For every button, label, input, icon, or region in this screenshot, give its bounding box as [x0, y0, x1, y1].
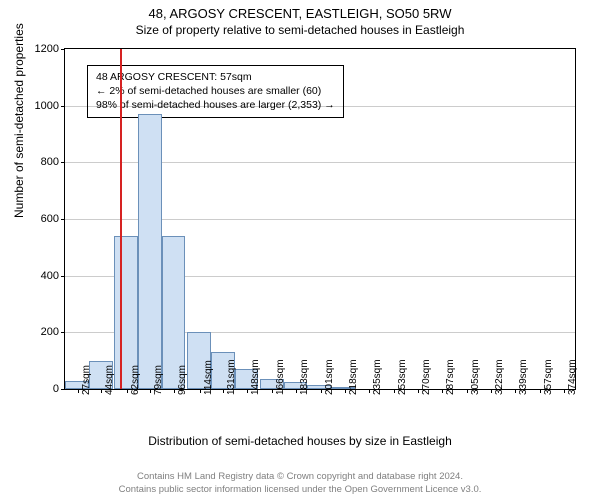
chart-title: 48, ARGOSY CRESCENT, EASTLEIGH, SO50 5RW — [0, 0, 600, 21]
xtick-label: 339sqm — [518, 359, 529, 395]
xtick-label: 27sqm — [81, 365, 92, 395]
xtick-mark — [127, 389, 128, 393]
xtick-mark — [78, 389, 79, 393]
xtick-mark — [418, 389, 419, 393]
y-axis-label: Number of semi-detached properties — [12, 23, 26, 218]
xtick-mark — [223, 389, 224, 393]
chart-subtitle: Size of property relative to semi-detach… — [0, 21, 600, 37]
ytick-label: 1000 — [35, 100, 59, 112]
xtick-label: 62sqm — [130, 365, 141, 395]
xtick-label: 114sqm — [203, 360, 214, 395]
ytick-label: 800 — [41, 156, 59, 168]
xtick-label: 287sqm — [445, 359, 456, 395]
xtick-mark — [345, 389, 346, 393]
xtick-label: 218sqm — [348, 359, 359, 395]
histogram-bar — [138, 114, 162, 389]
xtick-mark — [296, 389, 297, 393]
xtick-label: 44sqm — [104, 365, 115, 395]
annotation-line: ← 2% of semi-detached houses are smaller… — [96, 84, 335, 98]
xtick-mark — [491, 389, 492, 393]
marker-line — [120, 49, 122, 389]
xtick-mark — [200, 389, 201, 393]
xtick-mark — [369, 389, 370, 393]
xtick-mark — [467, 389, 468, 393]
ytick-label: 0 — [53, 383, 59, 395]
xtick-mark — [564, 389, 565, 393]
ytick-mark — [61, 332, 65, 333]
ytick-label: 1200 — [35, 43, 59, 55]
ytick-mark — [61, 219, 65, 220]
xtick-mark — [101, 389, 102, 393]
footer-line: Contains public sector information licen… — [0, 484, 600, 496]
ytick-mark — [61, 389, 65, 390]
xtick-mark — [174, 389, 175, 393]
xtick-label: 166sqm — [275, 359, 286, 395]
xtick-mark — [394, 389, 395, 393]
annotation-box: 48 ARGOSY CRESCENT: 57sqm ← 2% of semi-d… — [87, 65, 344, 118]
ytick-label: 200 — [41, 326, 59, 338]
xtick-label: 148sqm — [250, 359, 261, 395]
ytick-label: 400 — [41, 270, 59, 282]
xtick-mark — [150, 389, 151, 393]
xtick-label: 305sqm — [470, 359, 481, 395]
xtick-mark — [540, 389, 541, 393]
footer-line: Contains HM Land Registry data © Crown c… — [0, 471, 600, 483]
xtick-mark — [247, 389, 248, 393]
ytick-mark — [61, 49, 65, 50]
xtick-label: 79sqm — [153, 365, 164, 395]
ytick-mark — [61, 162, 65, 163]
plot-area: 48 ARGOSY CRESCENT: 57sqm ← 2% of semi-d… — [64, 48, 576, 390]
ytick-mark — [61, 276, 65, 277]
gridline — [65, 106, 575, 107]
xtick-mark — [272, 389, 273, 393]
xtick-label: 131sqm — [226, 359, 237, 395]
xtick-label: 322sqm — [494, 359, 505, 395]
ytick-mark — [61, 106, 65, 107]
xtick-label: 235sqm — [372, 359, 383, 395]
xtick-label: 357sqm — [543, 359, 554, 395]
xtick-label: 253sqm — [397, 359, 408, 395]
annotation-line: 48 ARGOSY CRESCENT: 57sqm — [96, 70, 335, 84]
xtick-mark — [515, 389, 516, 393]
xtick-label: 374sqm — [567, 359, 578, 395]
chart-container: 48, ARGOSY CRESCENT, EASTLEIGH, SO50 5RW… — [0, 0, 600, 500]
xtick-label: 270sqm — [421, 359, 432, 395]
xtick-label: 96sqm — [177, 365, 188, 395]
footer-attribution: Contains HM Land Registry data © Crown c… — [0, 471, 600, 496]
xtick-label: 201sqm — [324, 359, 335, 395]
xtick-label: 183sqm — [299, 359, 310, 395]
xtick-mark — [442, 389, 443, 393]
ytick-label: 600 — [41, 213, 59, 225]
xtick-mark — [321, 389, 322, 393]
x-axis-label: Distribution of semi-detached houses by … — [0, 434, 600, 448]
